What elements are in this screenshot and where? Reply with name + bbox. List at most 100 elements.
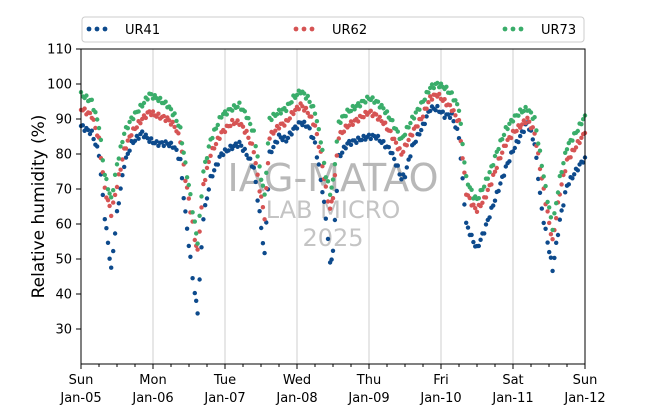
data-point bbox=[402, 132, 408, 137]
data-point bbox=[204, 165, 210, 171]
data-point bbox=[213, 126, 219, 131]
data-point bbox=[167, 143, 172, 149]
data-point bbox=[114, 184, 120, 190]
data-point bbox=[343, 114, 348, 119]
data-point bbox=[545, 240, 550, 245]
data-point bbox=[140, 116, 145, 122]
data-point bbox=[100, 158, 106, 163]
data-point bbox=[123, 146, 129, 151]
data-point bbox=[552, 255, 557, 261]
data-point bbox=[195, 241, 200, 246]
x-axis: Sun Jan-05 Mon Jan-06 Tue Jan-07 Wed Jan-08 Thu J… bbox=[59, 364, 606, 406]
legend-marker bbox=[301, 26, 307, 32]
data-point bbox=[361, 115, 366, 120]
data-point bbox=[161, 143, 166, 149]
data-point bbox=[455, 102, 460, 107]
data-point bbox=[167, 118, 172, 123]
legend-item-UR41: UR41 bbox=[86, 23, 160, 38]
data-point bbox=[537, 148, 543, 153]
data-point bbox=[102, 172, 108, 178]
data-point bbox=[311, 135, 316, 141]
data-point bbox=[201, 169, 206, 174]
data-point bbox=[332, 173, 338, 178]
data-point bbox=[469, 232, 474, 238]
data-point bbox=[183, 209, 188, 214]
data-point bbox=[132, 138, 138, 143]
x-tick-label-date: Jan-06 bbox=[131, 391, 173, 406]
data-point bbox=[253, 179, 258, 185]
data-point bbox=[348, 108, 354, 114]
data-point bbox=[244, 128, 249, 134]
data-point bbox=[80, 123, 86, 128]
legend-label: UR41 bbox=[125, 23, 160, 38]
data-point bbox=[204, 196, 210, 201]
data-point bbox=[195, 311, 200, 316]
data-point bbox=[248, 156, 253, 161]
data-point bbox=[548, 232, 554, 237]
data-point bbox=[213, 141, 219, 147]
data-point bbox=[314, 131, 320, 137]
data-point bbox=[476, 243, 481, 249]
data-point bbox=[197, 277, 202, 282]
data-point bbox=[561, 161, 566, 166]
data-point bbox=[168, 140, 174, 145]
data-point bbox=[168, 107, 174, 112]
data-point bbox=[415, 124, 420, 129]
data-point bbox=[572, 172, 577, 177]
data-point bbox=[190, 210, 195, 215]
x-tick-label-date: Jan-09 bbox=[347, 391, 389, 406]
data-point bbox=[496, 146, 501, 152]
data-point bbox=[539, 206, 544, 211]
data-point bbox=[251, 165, 256, 170]
data-point bbox=[462, 170, 467, 175]
data-point bbox=[401, 149, 406, 155]
data-point bbox=[289, 132, 294, 137]
data-point bbox=[300, 122, 305, 128]
data-point bbox=[163, 99, 168, 104]
data-point bbox=[420, 114, 426, 119]
data-point bbox=[125, 138, 130, 143]
data-point bbox=[246, 116, 251, 121]
data-point bbox=[210, 174, 215, 179]
data-point bbox=[192, 290, 197, 296]
data-point bbox=[581, 160, 586, 165]
data-point bbox=[557, 173, 562, 179]
data-point bbox=[284, 139, 289, 144]
legend-item-UR73: UR73 bbox=[502, 23, 576, 38]
data-point bbox=[170, 119, 175, 125]
data-point bbox=[237, 139, 242, 145]
data-point bbox=[267, 136, 272, 141]
data-point bbox=[265, 161, 271, 166]
data-point bbox=[93, 125, 98, 131]
data-point bbox=[255, 198, 260, 203]
data-point bbox=[447, 115, 453, 121]
data-point bbox=[392, 136, 397, 141]
data-point bbox=[212, 146, 217, 151]
data-point bbox=[150, 109, 156, 114]
data-point bbox=[321, 160, 327, 166]
data-point bbox=[285, 135, 291, 141]
data-point bbox=[312, 123, 318, 128]
data-point bbox=[314, 119, 320, 124]
data-point bbox=[120, 157, 125, 162]
legend: UR41 UR62 UR73 bbox=[81, 16, 585, 43]
data-point bbox=[469, 187, 474, 192]
data-point bbox=[327, 206, 333, 211]
data-point bbox=[536, 176, 541, 182]
data-point bbox=[402, 175, 408, 180]
legend-marker bbox=[518, 26, 524, 32]
data-point bbox=[257, 209, 262, 214]
x-tick-label-day: Mon bbox=[139, 373, 166, 388]
data-point bbox=[476, 196, 481, 201]
data-point bbox=[274, 140, 280, 145]
data-point bbox=[125, 126, 130, 131]
data-point bbox=[230, 108, 235, 113]
data-point bbox=[302, 91, 307, 96]
data-point bbox=[361, 133, 366, 139]
data-point bbox=[413, 110, 418, 115]
data-point bbox=[393, 140, 399, 145]
data-point bbox=[287, 116, 292, 121]
data-point bbox=[575, 128, 580, 134]
data-point bbox=[501, 173, 507, 178]
data-point bbox=[539, 163, 544, 169]
